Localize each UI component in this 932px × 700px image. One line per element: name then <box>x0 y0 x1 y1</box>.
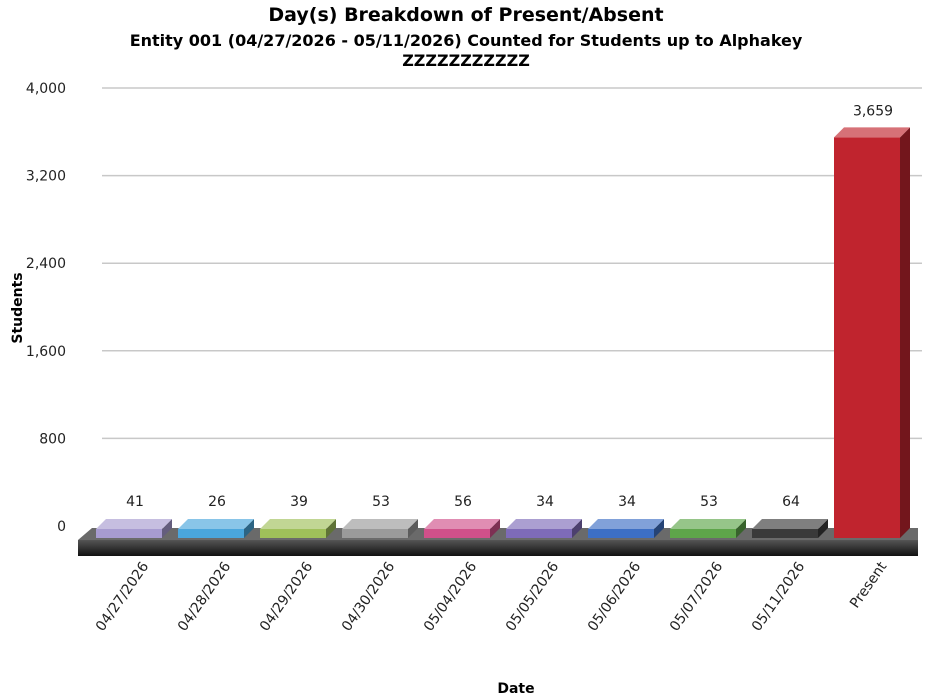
bar <box>670 519 746 538</box>
bar-front <box>506 529 572 538</box>
data-label: 41 <box>126 494 144 510</box>
x-tick-label: 04/29/2026 <box>257 559 316 634</box>
chart-title: Day(s) Breakdown of Present/Absent <box>268 4 664 26</box>
bar-top <box>424 519 500 529</box>
y-tick-label: 4,000 <box>26 81 66 97</box>
y-tick-label: 0 <box>57 519 66 535</box>
bar-side <box>900 127 910 538</box>
x-tick-label: 05/04/2026 <box>421 559 480 634</box>
bar-side <box>408 519 418 538</box>
bar-side <box>244 519 254 538</box>
bar-front <box>96 529 162 538</box>
y-tick-label: 3,200 <box>26 169 66 185</box>
x-tick-label: 05/05/2026 <box>503 559 562 634</box>
bar-top <box>834 127 910 138</box>
data-label: 64 <box>782 494 800 510</box>
bar-front <box>260 529 326 538</box>
x-tick-label: 04/27/2026 <box>93 559 152 634</box>
x-axis-label: Date <box>497 681 534 697</box>
data-label: 56 <box>454 494 472 510</box>
x-tick-label: 04/30/2026 <box>339 559 398 634</box>
data-label: 53 <box>372 494 390 510</box>
bar-front <box>342 529 408 538</box>
data-label: 53 <box>700 494 718 510</box>
bar <box>588 519 664 538</box>
bar-side <box>572 519 582 538</box>
bar-top <box>588 519 664 529</box>
chart-subtitle-alphakey: ZZZZZZZZZZZ <box>402 51 530 70</box>
y-tick-label: 800 <box>39 431 66 447</box>
bar-top <box>506 519 582 529</box>
y-tick-label: 2,400 <box>26 256 66 272</box>
bar-front <box>588 529 654 538</box>
bar-side <box>326 519 336 538</box>
bar-top <box>178 519 254 529</box>
data-label: 39 <box>290 494 308 510</box>
bar <box>178 519 254 538</box>
x-tick-label: Present <box>847 559 891 612</box>
bar <box>260 519 336 538</box>
bar <box>96 519 172 538</box>
bar-side <box>654 519 664 538</box>
bar-side <box>162 519 172 538</box>
x-tick-label: 05/06/2026 <box>585 559 644 634</box>
bar-front <box>178 529 244 538</box>
bar-top <box>96 519 172 529</box>
data-label: 26 <box>208 494 226 510</box>
bar <box>752 519 828 538</box>
bars <box>96 127 910 539</box>
bar-front <box>670 529 736 538</box>
grid-lines <box>102 87 922 440</box>
y-axis-ticks: 0 800 1,600 2,400 3,200 4,000 <box>26 81 66 535</box>
data-label: 34 <box>618 494 636 510</box>
bar-top <box>752 519 828 529</box>
bar <box>834 127 910 539</box>
x-tick-label: 05/11/2026 <box>749 559 808 634</box>
data-labels: 41 26 39 53 56 34 34 53 64 3,659 <box>126 103 893 510</box>
data-label: 34 <box>536 494 554 510</box>
bar-side <box>818 519 828 538</box>
bar-side <box>736 519 746 538</box>
x-tick-label: 04/28/2026 <box>175 559 234 634</box>
bar-front <box>834 137 900 539</box>
chart-subtitle: Entity 001 (04/27/2026 - 05/11/2026) Cou… <box>129 31 803 50</box>
bar-front <box>752 529 818 538</box>
bar-top <box>260 519 336 529</box>
data-label: 3,659 <box>853 103 893 119</box>
bar-top <box>342 519 418 529</box>
floor-front <box>78 540 918 556</box>
y-axis-label: Students <box>10 272 26 343</box>
bar <box>424 519 500 538</box>
x-axis-ticks: 04/27/2026 04/28/2026 04/29/2026 04/30/2026… <box>93 559 891 635</box>
bar-side <box>490 519 500 538</box>
bar <box>506 519 582 538</box>
bar-top <box>670 519 746 529</box>
bar-front <box>424 529 490 538</box>
x-tick-label: 05/07/2026 <box>667 559 726 634</box>
y-tick-label: 1,600 <box>26 344 66 360</box>
bar <box>342 519 418 538</box>
